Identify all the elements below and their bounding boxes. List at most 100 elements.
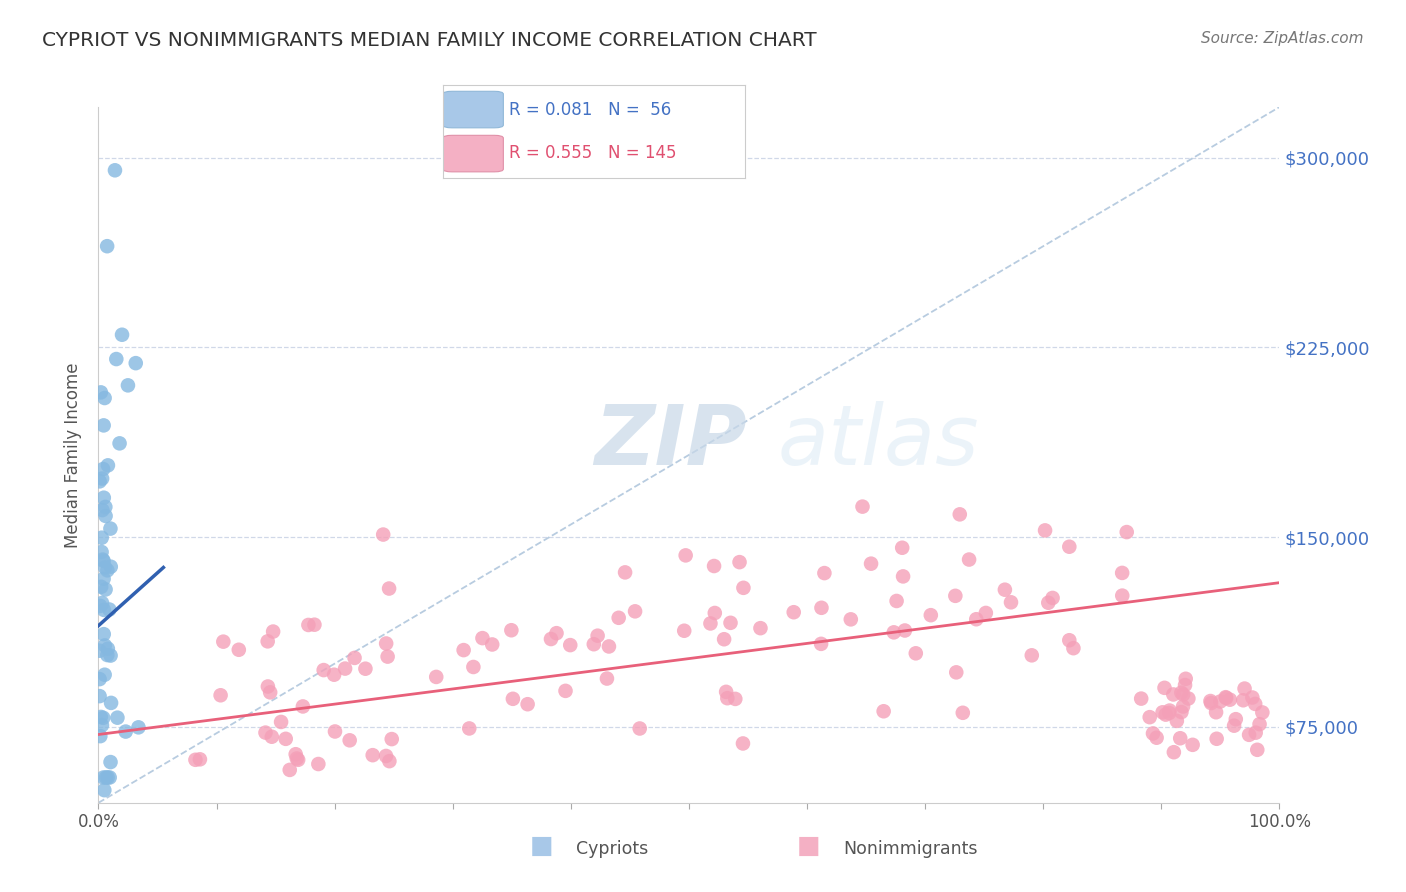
Point — [716, 691, 738, 706]
Point — [354, 662, 377, 676]
Point — [554, 684, 576, 698]
Point — [278, 763, 301, 777]
Point — [1062, 641, 1084, 656]
Point — [97, 458, 120, 473]
Point — [994, 582, 1017, 597]
Point — [749, 621, 772, 635]
Point — [952, 706, 974, 720]
Point — [90, 385, 112, 400]
Point — [516, 697, 538, 711]
Point — [540, 632, 562, 646]
Point — [891, 541, 914, 555]
Point — [100, 559, 122, 574]
Point — [90, 531, 112, 545]
Point — [89, 672, 111, 686]
Point — [471, 631, 494, 645]
Point — [93, 418, 115, 433]
Point — [1021, 648, 1043, 663]
Point — [94, 508, 117, 523]
Point — [458, 722, 481, 736]
Point — [949, 508, 972, 522]
Point — [586, 629, 609, 643]
Point — [720, 615, 742, 630]
Point — [1059, 540, 1081, 554]
Point — [724, 692, 747, 706]
Point — [93, 554, 115, 568]
Point — [453, 643, 475, 657]
Point — [425, 670, 447, 684]
Text: atlas: atlas — [778, 401, 979, 482]
Point — [1142, 726, 1164, 740]
Point — [1153, 681, 1175, 695]
Point — [1115, 525, 1137, 540]
Point — [184, 753, 207, 767]
Point — [501, 624, 523, 638]
Text: Source: ZipAtlas.com: Source: ZipAtlas.com — [1201, 31, 1364, 46]
Point — [1249, 717, 1271, 731]
Point — [304, 617, 326, 632]
Point — [91, 718, 114, 732]
Point — [105, 352, 128, 367]
Point — [1171, 699, 1194, 714]
Point — [361, 748, 384, 763]
Point — [93, 771, 115, 785]
Point — [582, 637, 605, 651]
Point — [377, 649, 399, 664]
Text: ■: ■ — [797, 834, 820, 858]
Point — [1174, 672, 1197, 686]
Point — [945, 665, 967, 680]
Point — [1237, 728, 1260, 742]
Point — [260, 730, 283, 744]
Text: R = 0.555   N = 145: R = 0.555 N = 145 — [509, 144, 676, 161]
Point — [89, 599, 111, 613]
Point — [1233, 681, 1256, 696]
Point — [1159, 706, 1181, 720]
Point — [111, 327, 134, 342]
Point — [1241, 690, 1264, 705]
Point — [94, 639, 117, 653]
Point — [93, 572, 115, 586]
Point — [673, 624, 696, 638]
Point — [1177, 691, 1199, 706]
Point — [1111, 589, 1133, 603]
Point — [675, 549, 697, 563]
Point — [375, 749, 398, 764]
Point — [1170, 705, 1192, 719]
Point — [94, 500, 117, 514]
Point — [284, 747, 307, 762]
Text: ZIP: ZIP — [595, 401, 747, 482]
Point — [94, 560, 117, 574]
Point — [97, 641, 120, 656]
Point — [1033, 524, 1056, 538]
Point — [813, 566, 835, 580]
Point — [560, 638, 582, 652]
Point — [891, 569, 914, 583]
Point — [89, 729, 111, 743]
Point — [93, 627, 115, 641]
Point — [1246, 743, 1268, 757]
Point — [262, 624, 284, 639]
Point — [270, 714, 292, 729]
Point — [1038, 596, 1060, 610]
Point — [107, 711, 129, 725]
Point — [1130, 691, 1153, 706]
Point — [285, 751, 308, 765]
Point — [93, 603, 115, 617]
Point — [731, 736, 754, 750]
Point — [1000, 595, 1022, 609]
Point — [1225, 712, 1247, 726]
Point — [381, 732, 404, 747]
Point — [89, 475, 111, 489]
Point — [97, 771, 120, 785]
Text: Nonimmigrants: Nonimmigrants — [844, 840, 979, 858]
Point — [291, 699, 314, 714]
Point — [624, 604, 647, 618]
Point — [96, 648, 118, 662]
Point — [1199, 694, 1222, 708]
Point — [323, 667, 346, 681]
FancyBboxPatch shape — [443, 136, 503, 172]
Point — [839, 612, 862, 626]
Point — [1244, 725, 1267, 739]
Point — [886, 594, 908, 608]
Point — [212, 634, 235, 648]
